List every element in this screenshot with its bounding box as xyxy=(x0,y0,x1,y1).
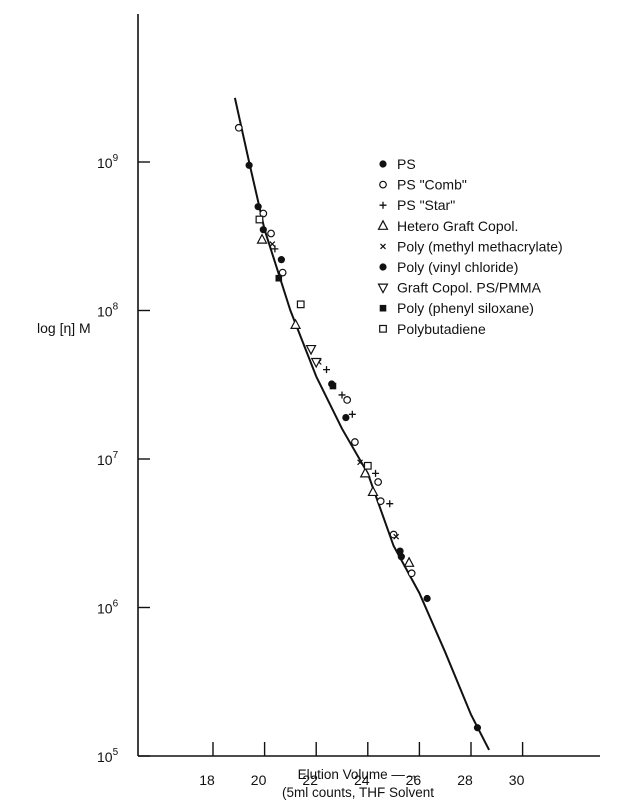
legend-marker xyxy=(377,283,389,294)
data-point xyxy=(338,391,346,399)
x-tick-label: 22 xyxy=(302,772,318,788)
y-tick-label-base: 10 xyxy=(97,155,113,171)
data-point xyxy=(351,438,359,446)
x-axis-label-note: (5ml counts, THF Solvent xyxy=(282,785,434,800)
fit-line xyxy=(233,97,490,751)
fit-line-group xyxy=(233,97,490,751)
data-point xyxy=(396,547,404,555)
data-point xyxy=(278,268,287,277)
legend-label: Hetero Graft Copol. xyxy=(397,218,518,234)
data-point xyxy=(407,569,416,578)
data-point xyxy=(397,553,405,561)
data-point xyxy=(367,485,379,497)
data-point xyxy=(376,497,385,506)
data-point xyxy=(234,123,243,132)
legend-label: PS xyxy=(397,156,416,172)
x-tick-label: 26 xyxy=(406,772,422,788)
y-tick-label: 106 xyxy=(97,599,119,617)
x-axis-label: Elution Volume —→ xyxy=(298,767,419,782)
legend-marker xyxy=(379,304,387,312)
data-point xyxy=(269,241,276,248)
data-point xyxy=(245,161,253,169)
data-point xyxy=(296,300,305,309)
legend-marker xyxy=(379,201,387,209)
x-tick-label: 28 xyxy=(457,772,473,788)
x-tick-label: 30 xyxy=(509,772,525,788)
data-point xyxy=(310,357,322,369)
y-tick-label-exponent: 7 xyxy=(113,450,119,461)
y-tick-label: 107 xyxy=(97,450,119,468)
data-point xyxy=(343,396,352,404)
legend-label: Polybutadiene xyxy=(397,321,486,337)
data-point xyxy=(254,203,262,211)
data-point xyxy=(342,414,350,422)
y-tick-label: 105 xyxy=(97,747,119,765)
y-tick-label-base: 10 xyxy=(97,304,113,320)
y-tick-label-base: 10 xyxy=(97,601,113,617)
y-tick-label-exponent: 8 xyxy=(113,302,119,313)
y-tick-label: 109 xyxy=(97,153,119,171)
y-tick-label: 108 xyxy=(97,302,119,320)
data-point xyxy=(290,318,302,329)
data-point xyxy=(275,274,283,282)
data-point xyxy=(372,469,380,477)
data-point xyxy=(393,533,400,540)
x-tick-label: 18 xyxy=(199,772,215,788)
y-tick-label-exponent: 5 xyxy=(113,747,119,758)
y-tick-label-base: 10 xyxy=(97,749,113,765)
legend: PS PS "Comb" PS "Star" Hetero Graft Copol. P… xyxy=(377,156,563,337)
legend-marker xyxy=(379,263,387,271)
legend-label: PS "Star" xyxy=(397,197,455,213)
data-point xyxy=(271,245,279,253)
data-point xyxy=(305,344,317,356)
data-point xyxy=(323,366,331,374)
x-ticks: 18 20 22 24 26 28 30 xyxy=(199,742,525,788)
legend-label: PS "Comb" xyxy=(397,177,467,193)
data-point xyxy=(374,478,383,486)
y-axis-label: log [η] M xyxy=(37,320,91,336)
data-point xyxy=(359,467,371,478)
data-point xyxy=(267,229,275,238)
data-point xyxy=(348,410,356,418)
y-tick-label-exponent: 6 xyxy=(113,599,119,610)
legend-marker xyxy=(379,180,387,189)
data-point xyxy=(403,556,415,567)
x-tick-label: 20 xyxy=(251,772,267,788)
data-point xyxy=(256,233,268,244)
data-point xyxy=(363,461,372,470)
data-point xyxy=(277,256,285,264)
data-point xyxy=(329,382,337,390)
data-points xyxy=(234,123,482,732)
legend-marker xyxy=(380,243,386,250)
data-point xyxy=(357,459,363,466)
legend-marker xyxy=(377,219,389,230)
data-point xyxy=(423,594,431,603)
x-tick-label: 24 xyxy=(354,772,370,788)
data-point xyxy=(386,500,394,508)
data-point xyxy=(259,226,267,234)
y-tick-label-base: 10 xyxy=(97,452,113,468)
y-tick-label-exponent: 9 xyxy=(113,153,119,164)
legend-label: Poly (phenyl siloxane) xyxy=(397,300,534,316)
legend-marker xyxy=(379,324,387,333)
data-point xyxy=(255,215,264,224)
data-point xyxy=(473,724,482,732)
legend-label: Graft Copol. PS/PMMA xyxy=(397,280,542,296)
axes xyxy=(137,14,600,757)
legend-marker xyxy=(379,160,387,168)
legend-label: Poly (vinyl chloride) xyxy=(397,259,518,275)
legend-label: Poly (methyl methacrylate) xyxy=(397,238,563,254)
